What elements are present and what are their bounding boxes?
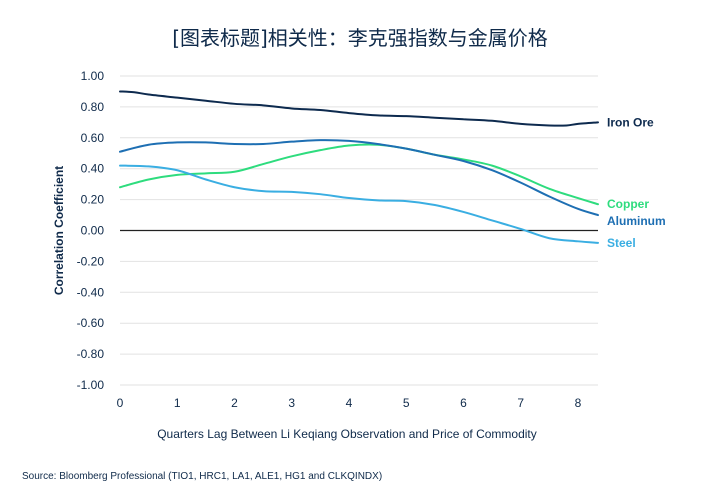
x-axis-label: Quarters Lag Between Li Keqiang Observat… [157, 427, 537, 441]
x-tick-label: 3 [288, 396, 295, 410]
y-tick-label: -1.00 [77, 378, 105, 392]
series-line-aluminum [119, 139, 599, 217]
y-tick-label: -0.40 [77, 285, 105, 299]
y-tick-label: 0.80 [81, 100, 105, 114]
line-chart: 1.00 0.80 0.60 0.40 0.20 0.00 -0.20 -0.40 -0.60 -… [52, 69, 666, 441]
x-tick-label: 8 [575, 396, 582, 410]
x-tick-label: 2 [231, 396, 238, 410]
source-note: Source: Bloomberg Professional (TIO1, HR… [22, 471, 383, 482]
x-tick-label: 5 [403, 396, 410, 410]
x-tick-label: 1 [174, 396, 181, 410]
series-label-copper: Copper [607, 197, 649, 211]
y-tick-label: 0.60 [81, 131, 105, 145]
series-label-aluminum: Aluminum [607, 214, 666, 228]
series-line-steel [119, 164, 599, 244]
y-tick-label: -0.20 [77, 254, 105, 268]
x-tick-label: 6 [460, 396, 467, 410]
series-label-steel: Steel [607, 236, 636, 250]
y-tick-label: -0.80 [77, 347, 105, 361]
series-line-copper [119, 143, 599, 206]
x-tick-label: 4 [346, 396, 353, 410]
y-tick-label: 0.40 [81, 162, 105, 176]
y-tick-label: 0.00 [81, 224, 105, 238]
series-line-iron-ore [119, 90, 599, 127]
y-tick-label: -0.60 [77, 316, 105, 330]
y-axis-label: Correlation Coefficient [52, 166, 66, 295]
chart-title: [图表标题]相关性：李克强指数与金属价格 [172, 26, 548, 50]
x-tick-label: 0 [117, 396, 124, 410]
x-tick-label: 7 [517, 396, 524, 410]
series-label-iron-ore: Iron Ore [607, 115, 654, 129]
y-tick-label: 0.20 [81, 193, 105, 207]
y-tick-label: 1.00 [81, 69, 105, 83]
